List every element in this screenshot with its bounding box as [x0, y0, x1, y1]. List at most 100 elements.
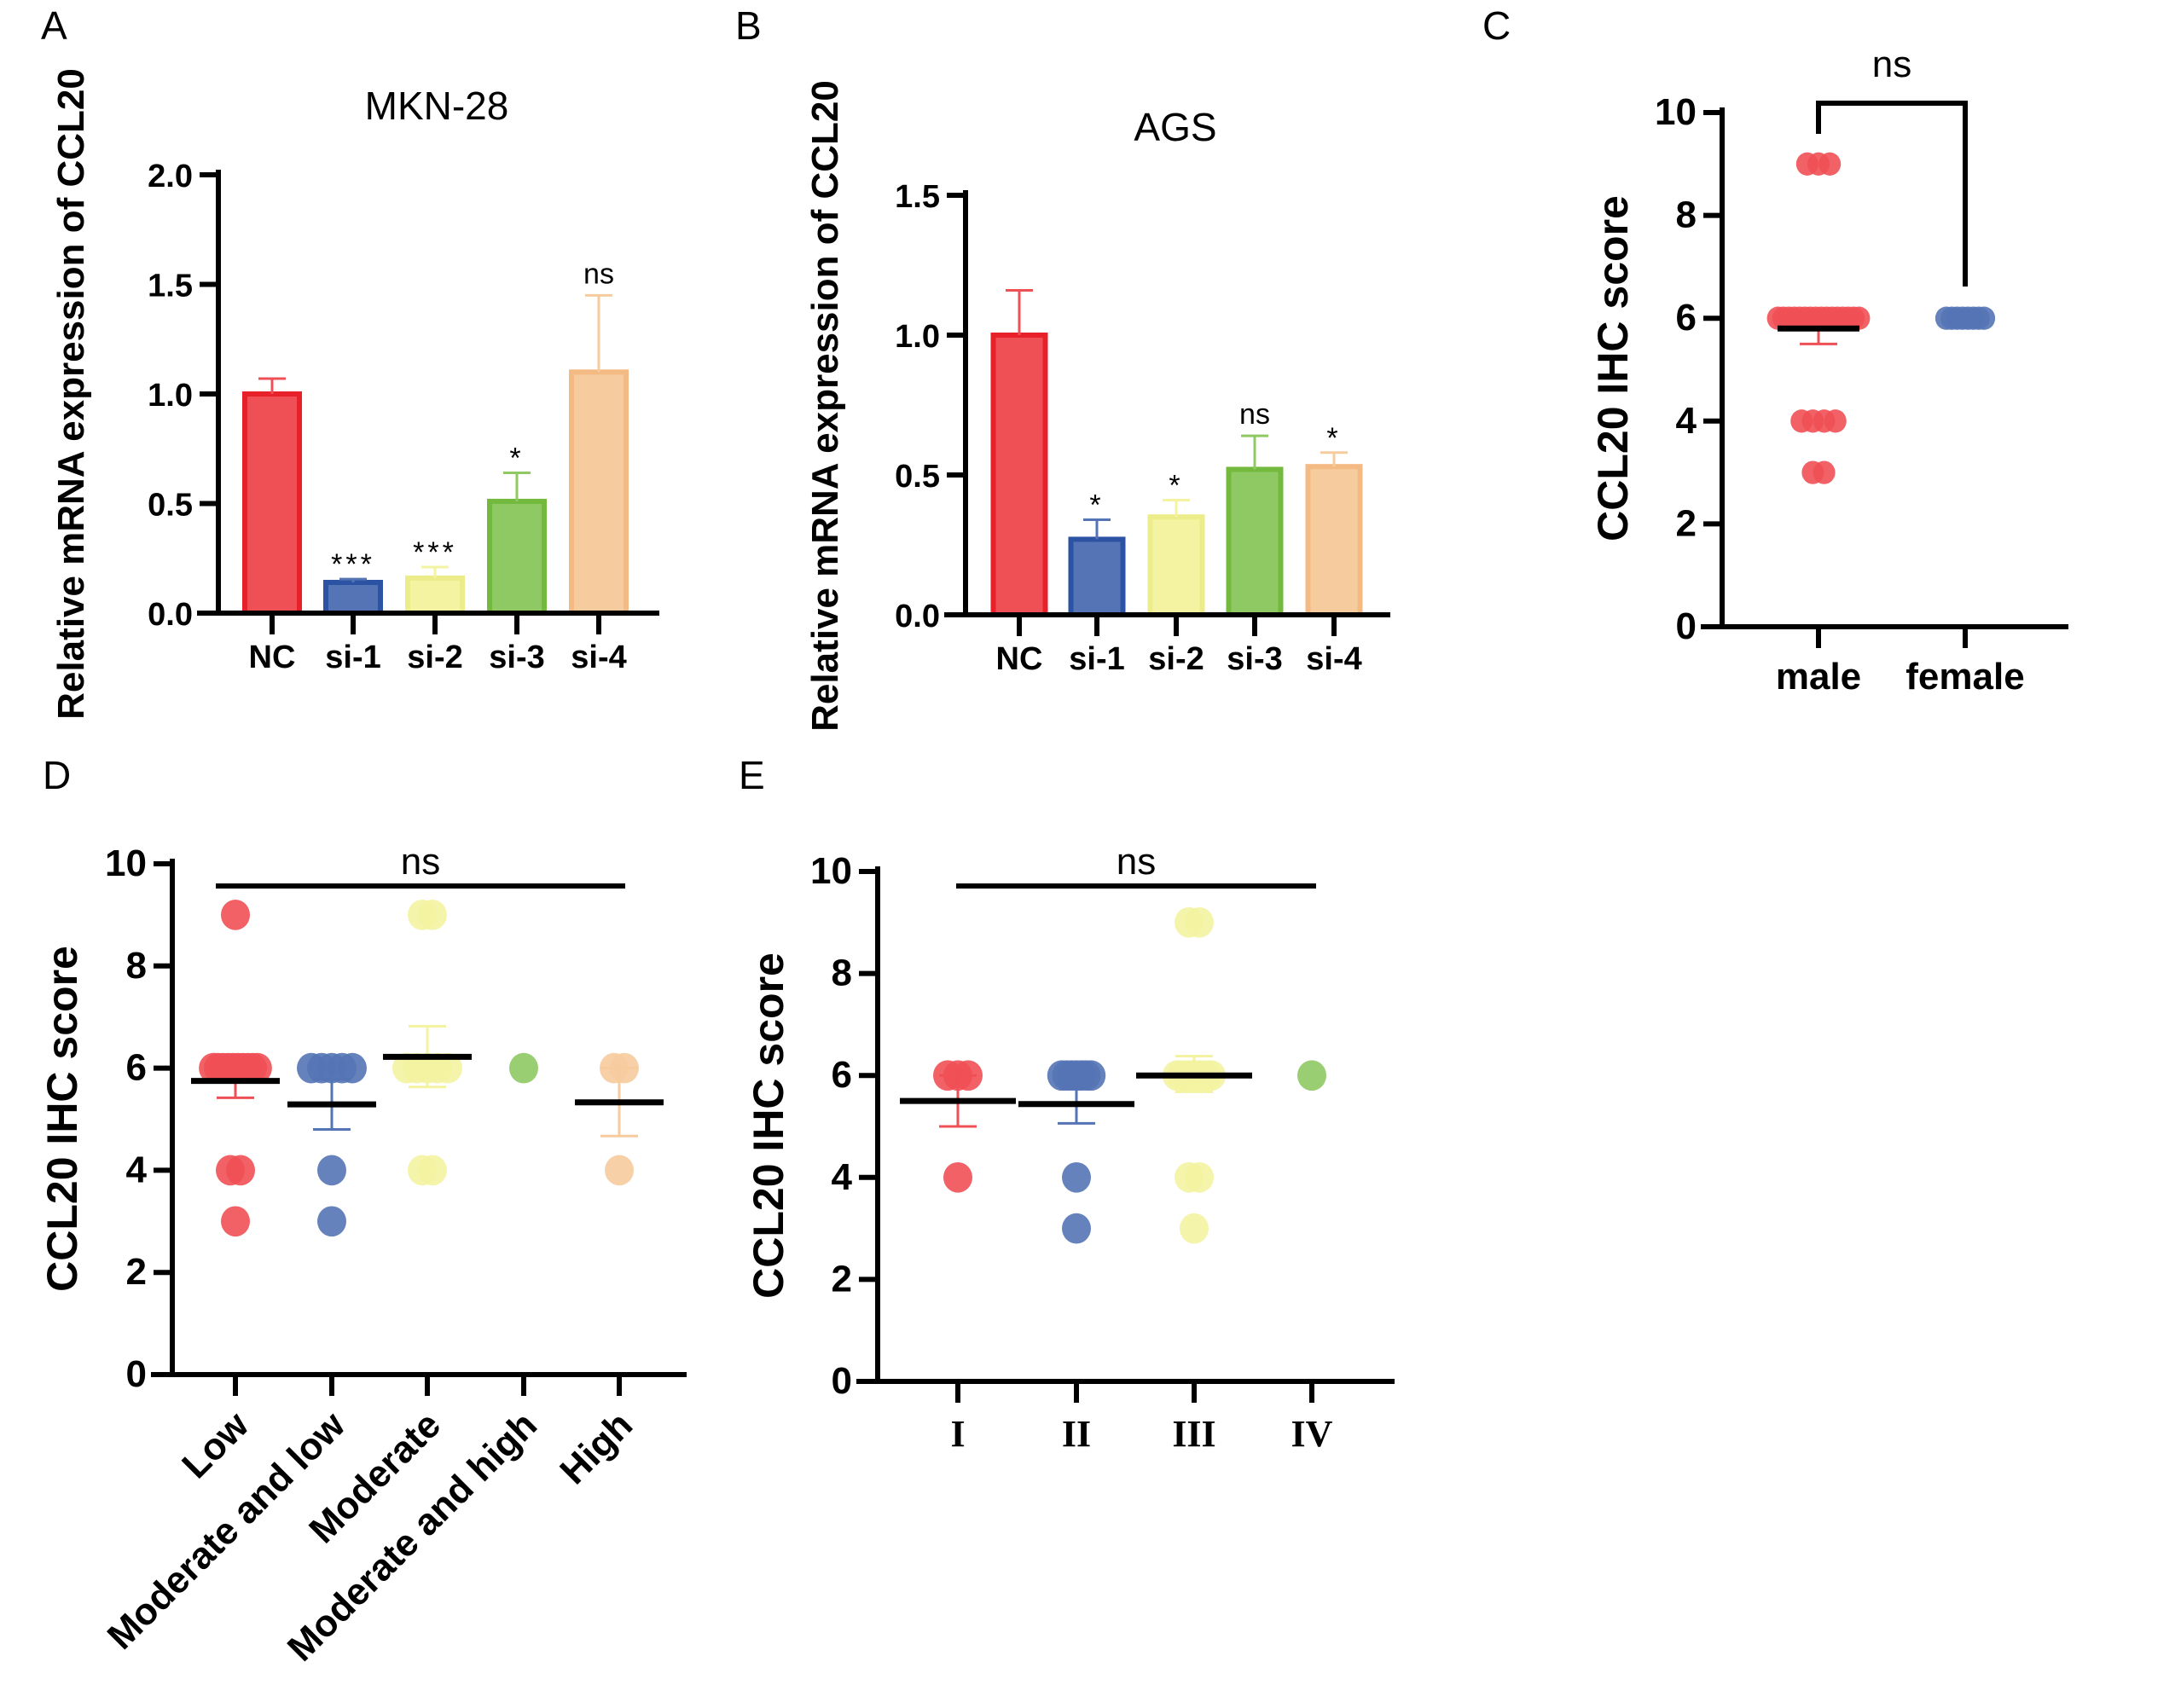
x-tick-label: II [1062, 1413, 1091, 1455]
data-point [226, 1155, 255, 1186]
y-tick-label: 1.0 [895, 319, 940, 355]
data-point [221, 1206, 250, 1237]
y-tick-label: 0.0 [895, 599, 940, 634]
data-point [317, 1206, 346, 1237]
x-tick-label: si-1 [1069, 641, 1124, 677]
y-tick-label: 1.5 [895, 179, 940, 215]
x-tick-label: III [1172, 1413, 1215, 1455]
y-tick-label: 0.5 [895, 459, 940, 495]
y-axis-label: CCL20 IHC score [745, 952, 792, 1299]
data-point [242, 1052, 272, 1084]
x-tick-label: IV [1291, 1413, 1333, 1455]
y-tick-label: 2 [1676, 502, 1697, 544]
panel-letter-b: B [735, 3, 762, 48]
data-point [1180, 1213, 1209, 1244]
significance-label: ns [583, 258, 614, 290]
plot-area: 0 2 4 6 8 10 ns male female [1655, 43, 2068, 698]
significance-label: * [1169, 470, 1183, 502]
x-tick-label: si-3 [489, 640, 544, 675]
x-tick-label: si-1 [325, 640, 380, 675]
y-tick-label: 0.5 [148, 488, 193, 524]
panel-c-scatter-chart: CCL20 IHC score 0 2 4 6 8 10 ns male female [1589, 43, 2068, 698]
y-tick-label: 10 [1655, 91, 1697, 133]
y-tick-label: 0 [832, 1360, 852, 1402]
x-tick-label: si-3 [1227, 641, 1282, 677]
y-axis-label: Relative mRNA expression of CCL20 [50, 68, 92, 720]
data-point [1818, 152, 1842, 176]
y-tick-label: 8 [832, 952, 852, 994]
bar-NC [242, 391, 302, 616]
chart-title: MKN-28 [365, 84, 509, 128]
significance-label: ns [401, 841, 440, 883]
significance-label: * [509, 443, 524, 475]
y-tick-label: 1.0 [148, 378, 193, 414]
bar-si-2 [1147, 514, 1205, 618]
y-tick-label: 0 [1676, 605, 1697, 647]
significance-label: ns [1239, 398, 1270, 431]
x-tick-label: si-4 [571, 640, 626, 675]
x-tick-label: female [1905, 656, 2024, 698]
y-tick-label: 8 [126, 945, 147, 987]
chart-title: AGS [1134, 105, 1216, 149]
x-tick-label: NC [249, 640, 296, 675]
x-tick-label: si-2 [1148, 641, 1204, 677]
x-tick-label: I [950, 1413, 965, 1455]
bar-NC [990, 333, 1048, 617]
data-point [1297, 1060, 1326, 1091]
bar-si-1 [1068, 536, 1126, 617]
significance-label: ns [1117, 841, 1156, 883]
y-tick-label: 2 [126, 1251, 147, 1293]
y-tick-label: 4 [1676, 400, 1697, 442]
y-tick-label: 2.0 [148, 159, 193, 194]
data-point [509, 1052, 538, 1084]
bar-si-4 [1305, 464, 1363, 617]
y-tick-label: 10 [105, 842, 147, 884]
data-point [1062, 1161, 1091, 1193]
data-point [418, 1155, 447, 1186]
significance-label: *** [413, 536, 457, 569]
y-axis-label: Relative mRNA expression of CCL20 [804, 80, 846, 732]
significance-bracket [1816, 101, 1968, 287]
data-point [1973, 306, 1996, 330]
y-tick-label: 8 [1676, 194, 1697, 236]
data-point [605, 1155, 634, 1186]
y-tick-label: 0.0 [148, 597, 193, 633]
x-tick-label: male [1776, 656, 1861, 698]
y-tick-label: 10 [810, 850, 852, 892]
significance-label: ns [1872, 43, 1911, 85]
plot-area: 0.0 0.5 1.0 1.5 * * ns * NC si-1 si-2 si-3 si-4 [895, 179, 1390, 677]
data-point [317, 1155, 346, 1186]
bar-si-4 [569, 369, 629, 616]
y-tick-label: 6 [832, 1054, 852, 1096]
significance-label: * [1326, 422, 1341, 455]
bar-si-2 [405, 575, 465, 617]
data-point [1185, 1161, 1214, 1193]
significance-label: *** [331, 548, 375, 581]
bar-si-1 [323, 580, 383, 617]
y-tick-label: 6 [1676, 297, 1697, 339]
x-tick-label: NC [996, 641, 1043, 677]
data-point [1847, 306, 1871, 330]
y-axis-label: CCL20 IHC score [1589, 195, 1637, 541]
data-point [221, 900, 250, 930]
panel-letter-c: C [1482, 3, 1511, 48]
x-tick-label: si-2 [407, 640, 462, 675]
x-tick-label: si-4 [1306, 641, 1361, 677]
y-tick-label: 0 [126, 1353, 147, 1395]
data-point [1076, 1060, 1106, 1091]
data-point [1813, 460, 1836, 484]
y-tick-label: 6 [126, 1047, 147, 1089]
data-point [1062, 1213, 1091, 1244]
data-point [418, 900, 447, 930]
data-point [338, 1052, 367, 1084]
data-point [1185, 906, 1214, 938]
data-point [1824, 409, 1847, 433]
panel-b-bar-chart: AGS Relative mRNA expression of CCL20 0.… [804, 80, 1390, 732]
data-point [433, 1052, 462, 1084]
panel-letter-d: D [43, 753, 71, 797]
